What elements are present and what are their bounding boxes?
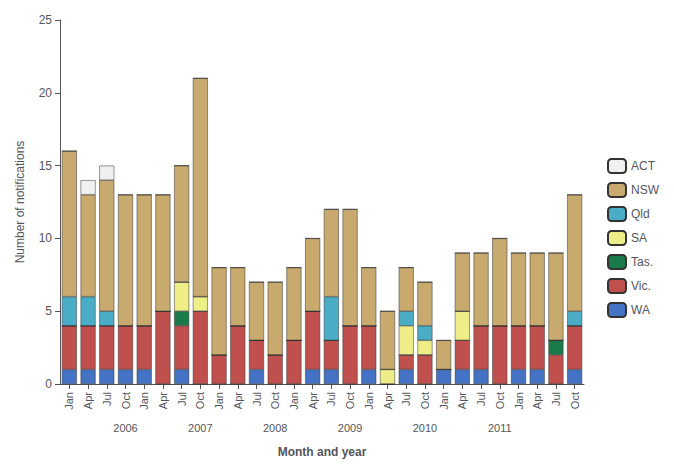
svg-text:Jul: Jul: [101, 392, 113, 406]
svg-text:WA: WA: [631, 303, 650, 317]
svg-text:2009: 2009: [338, 422, 362, 434]
svg-text:Jul: Jul: [475, 392, 487, 406]
svg-text:Jan: Jan: [513, 392, 525, 410]
svg-text:NSW: NSW: [631, 183, 660, 197]
svg-text:Apr: Apr: [531, 392, 543, 409]
svg-text:2011: 2011: [488, 422, 512, 434]
svg-text:Jul: Jul: [400, 392, 412, 406]
svg-text:Jul: Jul: [251, 392, 263, 406]
svg-text:2010: 2010: [413, 422, 437, 434]
svg-text:Jul: Jul: [176, 392, 188, 406]
svg-text:10: 10: [39, 231, 53, 245]
svg-text:Month and year: Month and year: [278, 445, 367, 459]
svg-text:Jan: Jan: [288, 392, 300, 410]
svg-text:0: 0: [45, 377, 52, 391]
svg-text:2007: 2007: [188, 422, 212, 434]
svg-text:20: 20: [39, 86, 53, 100]
svg-text:Oct: Oct: [494, 392, 506, 409]
svg-text:Oct: Oct: [269, 392, 281, 409]
svg-text:Jan: Jan: [363, 392, 375, 410]
svg-text:2008: 2008: [263, 422, 287, 434]
svg-text:Oct: Oct: [419, 392, 431, 409]
svg-text:Jan: Jan: [138, 392, 150, 410]
svg-text:Oct: Oct: [344, 392, 356, 409]
svg-text:Oct: Oct: [194, 392, 206, 409]
svg-text:Apr: Apr: [157, 392, 169, 409]
svg-text:2006: 2006: [113, 422, 137, 434]
svg-text:Apr: Apr: [456, 392, 468, 409]
svg-text:Jul: Jul: [325, 392, 337, 406]
svg-text:Oct: Oct: [569, 392, 581, 409]
svg-text:5: 5: [45, 304, 52, 318]
svg-text:Apr: Apr: [307, 392, 319, 409]
svg-text:15: 15: [39, 159, 53, 173]
svg-text:Vic.: Vic.: [631, 279, 651, 293]
svg-text:ACT: ACT: [631, 159, 656, 173]
svg-text:Jan: Jan: [438, 392, 450, 410]
svg-text:SA: SA: [631, 231, 647, 245]
svg-text:Qld: Qld: [631, 207, 650, 221]
svg-text:Oct: Oct: [120, 392, 132, 409]
svg-text:Number of notifications: Number of notifications: [13, 141, 27, 264]
svg-text:25: 25: [39, 13, 53, 27]
svg-text:Tas.: Tas.: [631, 255, 653, 269]
svg-text:Jan: Jan: [63, 392, 75, 410]
svg-text:Jul: Jul: [550, 392, 562, 406]
svg-text:Apr: Apr: [382, 392, 394, 409]
svg-text:Jan: Jan: [213, 392, 225, 410]
svg-text:Apr: Apr: [82, 392, 94, 409]
svg-text:Apr: Apr: [232, 392, 244, 409]
